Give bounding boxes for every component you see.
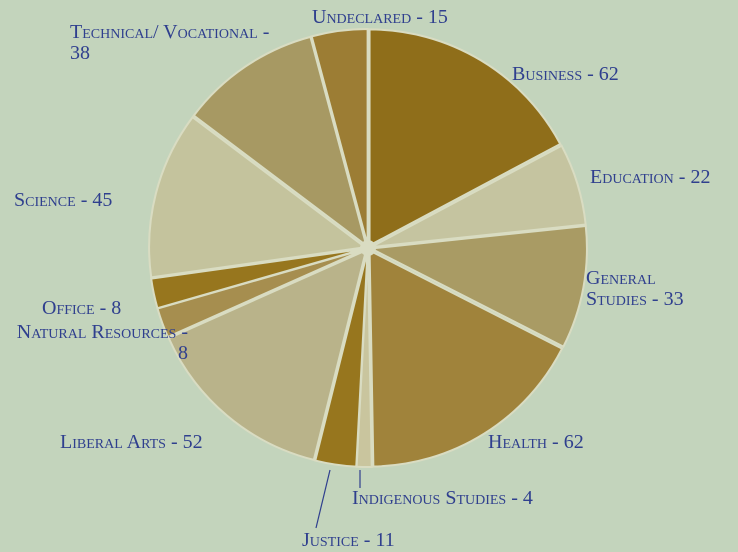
value-label: - 4 [511,487,533,509]
slice-label: Natural Resources - 8 [8,322,188,364]
slice-label: Office - 8 [42,298,192,319]
pie-slice [368,28,562,248]
slice-label: Justice - 11 [302,530,502,551]
category-name: Technical/ Vocational [70,21,258,43]
value-label: - 45 [80,189,113,211]
value-label: - 8 [178,321,188,364]
slice-label: Science - 45 [14,190,174,211]
slice-label: Education - 22 [590,167,725,188]
pie-slice [192,35,369,249]
category-name: Office [42,297,95,319]
pie-slice [150,247,366,310]
pie-slice [370,144,587,249]
slice-label: Business - 62 [512,64,722,85]
pie-slice [310,28,369,246]
value-label: - 15 [416,6,448,28]
slice-label: General Studies - 33 [586,268,686,310]
value-label: - 11 [363,529,395,551]
pie-slice [314,250,369,468]
category-name: Science [14,189,76,211]
value-label: - 33 [651,288,684,310]
pie-slice [368,248,564,468]
value-label: - 22 [678,166,711,188]
category-name: Justice [302,529,359,551]
value-label: - 8 [99,297,122,319]
category-name: Health [488,431,548,453]
value-label: - 62 [587,63,619,85]
category-name: Business [512,63,583,85]
category-name: Liberal Arts [60,431,166,453]
category-name: Indigenous Studies [352,487,507,509]
pie-slice [148,115,368,279]
slice-label: Health - 62 [488,432,688,453]
slice-label: Technical/ Vocational - 38 [70,22,290,64]
slice-label: Liberal Arts - 52 [60,432,300,453]
pie-slice [367,224,588,348]
pie-slice [167,248,368,462]
slice-label: Undeclared - 15 [312,7,532,28]
category-name: Undeclared [312,6,412,28]
category-name: General Studies [586,267,656,310]
pie-center [360,240,376,256]
leader-line [315,469,331,529]
value-label: - 38 [70,21,270,64]
value-label: - 52 [170,431,203,453]
value-label: - 62 [552,431,584,453]
category-name: Natural Resources [16,321,177,343]
slice-label: Indigenous Studies - 4 [352,488,652,509]
category-name: Education [590,166,674,188]
